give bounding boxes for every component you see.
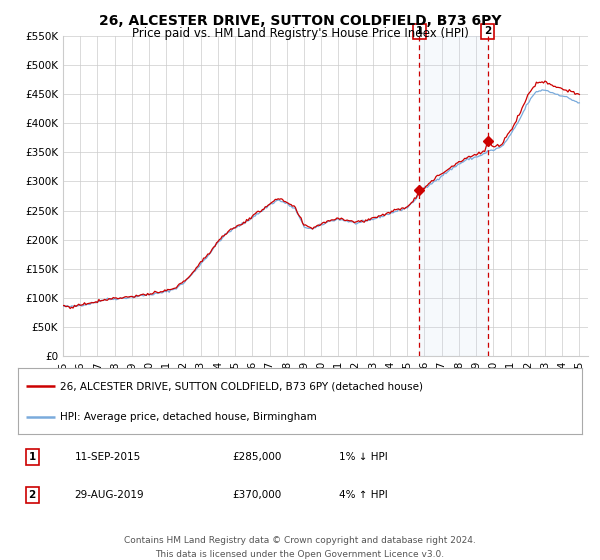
Text: 1: 1 bbox=[28, 452, 36, 462]
Text: Contains HM Land Registry data © Crown copyright and database right 2024.: Contains HM Land Registry data © Crown c… bbox=[124, 536, 476, 545]
Text: 2: 2 bbox=[484, 26, 491, 36]
Text: HPI: Average price, detached house, Birmingham: HPI: Average price, detached house, Birm… bbox=[60, 413, 317, 422]
Text: This data is licensed under the Open Government Licence v3.0.: This data is licensed under the Open Gov… bbox=[155, 550, 445, 559]
Text: £370,000: £370,000 bbox=[232, 491, 281, 501]
Text: Price paid vs. HM Land Registry's House Price Index (HPI): Price paid vs. HM Land Registry's House … bbox=[131, 27, 469, 40]
Text: 26, ALCESTER DRIVE, SUTTON COLDFIELD, B73 6PY: 26, ALCESTER DRIVE, SUTTON COLDFIELD, B7… bbox=[99, 14, 501, 28]
Text: 4% ↑ HPI: 4% ↑ HPI bbox=[340, 491, 388, 501]
Text: 26, ALCESTER DRIVE, SUTTON COLDFIELD, B73 6PY (detached house): 26, ALCESTER DRIVE, SUTTON COLDFIELD, B7… bbox=[60, 381, 424, 391]
Text: 1: 1 bbox=[416, 26, 423, 36]
Text: £285,000: £285,000 bbox=[232, 452, 281, 462]
Text: 1% ↓ HPI: 1% ↓ HPI bbox=[340, 452, 388, 462]
Bar bbox=[419, 36, 488, 356]
Text: 29-AUG-2019: 29-AUG-2019 bbox=[74, 491, 144, 501]
Text: 2: 2 bbox=[28, 491, 36, 501]
Text: 11-SEP-2015: 11-SEP-2015 bbox=[74, 452, 140, 462]
